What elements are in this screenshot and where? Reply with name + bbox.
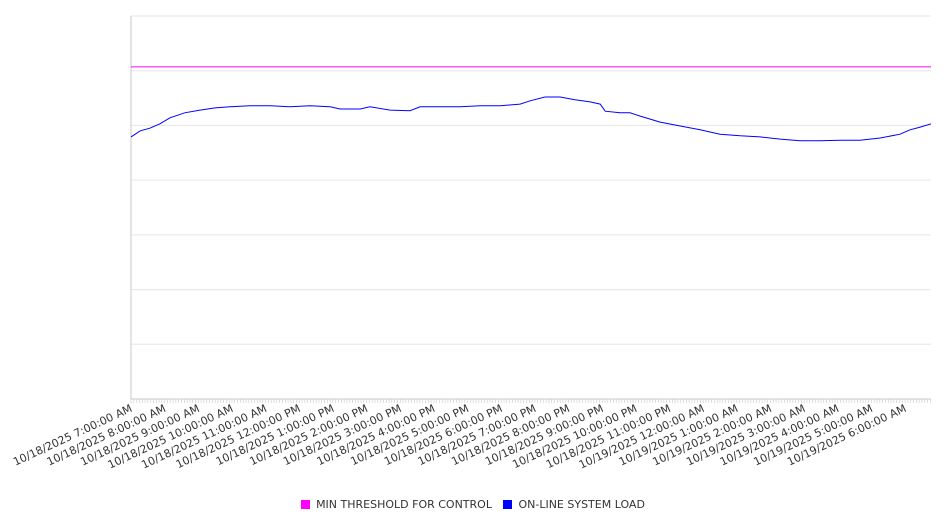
legend-label-load: ON-LINE SYSTEM LOAD — [518, 498, 645, 511]
legend-label-threshold: MIN THRESHOLD FOR CONTROL — [316, 498, 492, 511]
series-lines — [130, 66, 932, 142]
axes — [130, 16, 931, 403]
legend-item-load[interactable]: ON-LINE SYSTEM LOAD — [503, 498, 645, 511]
gridlines — [131, 15, 931, 345]
legend-swatch-load — [503, 500, 513, 509]
legend: MIN THRESHOLD FOR CONTROL ON-LINE SYSTEM… — [0, 498, 946, 512]
legend-item-threshold[interactable]: MIN THRESHOLD FOR CONTROL — [301, 498, 492, 511]
legend-swatch-threshold — [301, 500, 311, 509]
system-load-line — [130, 96, 932, 142]
